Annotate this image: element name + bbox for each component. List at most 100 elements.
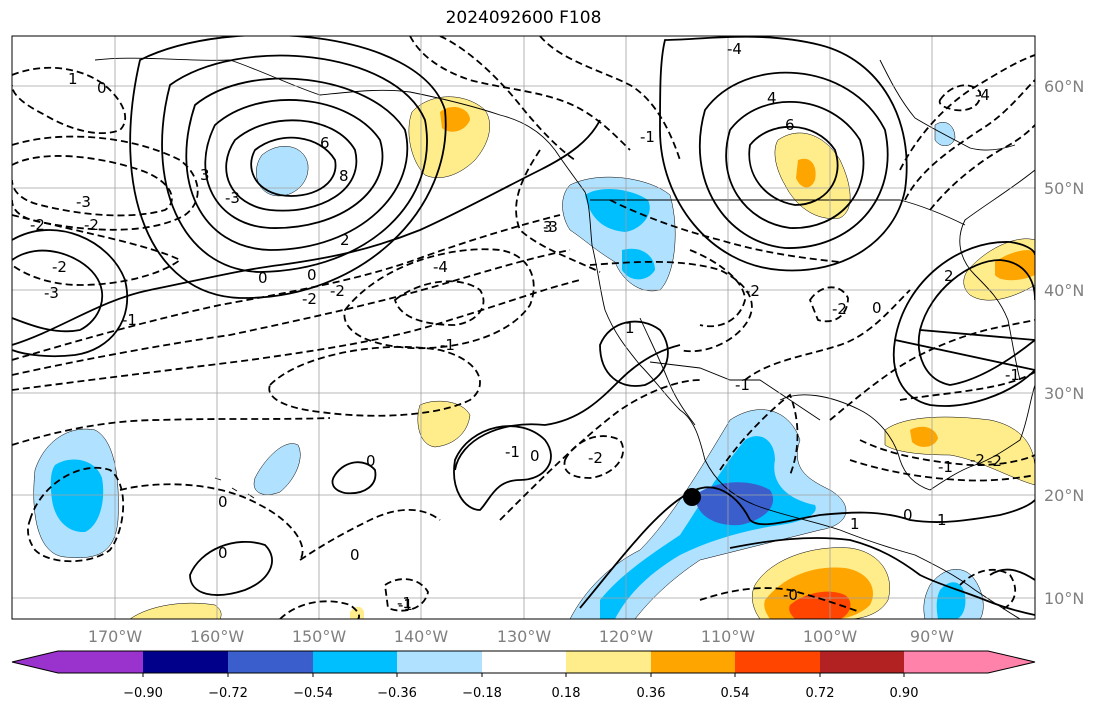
contour-label: 4	[767, 89, 777, 107]
anomaly-blue-labrador	[934, 122, 956, 146]
lat-label: 20°N	[1044, 486, 1084, 505]
border-us-canada	[590, 199, 966, 226]
contour-dashed	[938, 84, 982, 112]
contour-label: -3	[225, 189, 240, 207]
contour-dashed	[699, 587, 861, 613]
colorbar-tick-label: −0.54	[293, 686, 333, 701]
contour-label: -1	[505, 443, 520, 461]
contour-dashed	[929, 124, 1035, 211]
contour-solid	[250, 136, 337, 197]
contour-solid	[725, 101, 865, 229]
lon-label: 110°W	[701, 627, 756, 646]
contour-label: 0	[307, 266, 317, 284]
contour-dashed	[609, 199, 841, 263]
colorbar-tick-label: 0.90	[890, 686, 919, 701]
contour-label: 0	[218, 493, 228, 511]
contour-label: 0	[903, 506, 913, 524]
longitude-labels: 170°W 160°W 150°W 140°W 130°W 120°W 110°…	[88, 627, 954, 646]
anomaly-deepblue-central-america	[936, 582, 966, 619]
contour-label: -1	[397, 594, 412, 612]
contour-solid	[225, 119, 358, 212]
contour-solid	[989, 568, 1035, 581]
anomaly-blue-gulf-alaska	[256, 146, 309, 197]
contour-label: -2	[52, 258, 67, 276]
contour-label: 0	[350, 546, 360, 564]
contour-label: -4	[433, 258, 448, 276]
coastline-hudson	[879, 59, 1016, 151]
anomaly-orange-gulf	[910, 426, 938, 447]
contour-label: 6	[320, 134, 330, 152]
coastline-mexico	[704, 459, 1021, 619]
lon-label: 170°W	[88, 627, 143, 646]
contour-label: -2	[987, 452, 1002, 470]
anomaly-deepblue-mexico	[600, 436, 816, 619]
lat-label: 60°N	[1044, 77, 1084, 96]
lon-label: 160°W	[190, 627, 245, 646]
contour-solid	[185, 77, 409, 251]
contour-solid	[599, 320, 669, 387]
contour-label: -4	[727, 40, 742, 58]
contour-dashed	[899, 54, 1035, 171]
contour-dashed	[959, 568, 1017, 611]
contour-label: -2	[588, 449, 603, 467]
contour-dashed	[899, 371, 1035, 401]
contour-label: 2	[340, 231, 350, 249]
colorbar-segment	[228, 651, 313, 673]
contour-dashed	[409, 36, 631, 151]
contour-solid	[12, 249, 104, 333]
contour-solid	[453, 425, 552, 511]
contour-label: 1	[625, 319, 635, 337]
contour-dashed	[27, 466, 125, 563]
contour-solid	[917, 259, 1035, 386]
graticule	[12, 36, 1035, 619]
contour-label: -2	[330, 282, 345, 300]
contour-label: 0	[218, 544, 228, 562]
contour-dashed	[439, 36, 576, 161]
contour-dashed	[12, 417, 331, 446]
contour-label: 3	[543, 218, 553, 236]
contour-solid	[892, 241, 1035, 407]
anomaly-yellow-small	[350, 606, 364, 619]
colorbar-tick-label: −0.72	[208, 686, 248, 701]
colorbar-segment	[566, 651, 651, 673]
contour-dashed	[859, 439, 1035, 466]
lat-label: 30°N	[1044, 384, 1084, 403]
colorbar-tick-label: 0.54	[721, 686, 750, 701]
contour-solid	[729, 537, 1035, 616]
contour-dashed	[299, 508, 441, 561]
contour-solid	[659, 36, 908, 272]
anomaly-red-tropical-east	[789, 591, 851, 619]
map-title: 2024092600 F108	[445, 8, 602, 28]
colorbar-outline	[11, 650, 1036, 674]
contour-solid	[204, 99, 384, 229]
colorbar-tick-label: 0.72	[806, 686, 835, 701]
coastline-baja	[639, 317, 696, 426]
contour-dashed	[589, 260, 753, 353]
colorbar-tick-label: 0.18	[552, 686, 581, 701]
contour-label: 2	[944, 267, 954, 285]
colorbar-tick-label: 0.36	[637, 686, 666, 701]
contour-label: -1	[640, 128, 655, 146]
anomaly-blue-hawaii	[253, 443, 301, 495]
contour-label: -2	[745, 282, 760, 300]
anomaly-orange-alaska	[440, 106, 470, 132]
contour-solid	[748, 125, 839, 206]
colorbar-segment	[820, 651, 904, 673]
contour-label: 0	[530, 447, 540, 465]
contour-dashed	[268, 346, 481, 417]
contour-label: -3	[76, 193, 91, 211]
coastline-east	[959, 169, 1035, 381]
coastline-gulf	[779, 384, 1035, 491]
colorbar-segment	[58, 651, 143, 673]
contour-dashed	[279, 600, 360, 619]
lon-label: 130°W	[497, 627, 552, 646]
contour-label: -1	[938, 458, 953, 476]
contours	[12, 36, 1035, 619]
contour-label: -2	[84, 216, 99, 234]
contour-dashed	[499, 379, 701, 521]
contour-solid	[129, 36, 447, 299]
contour-label: 0	[258, 269, 268, 287]
contour-dashed	[744, 289, 911, 381]
contour-dashed	[12, 66, 127, 135]
